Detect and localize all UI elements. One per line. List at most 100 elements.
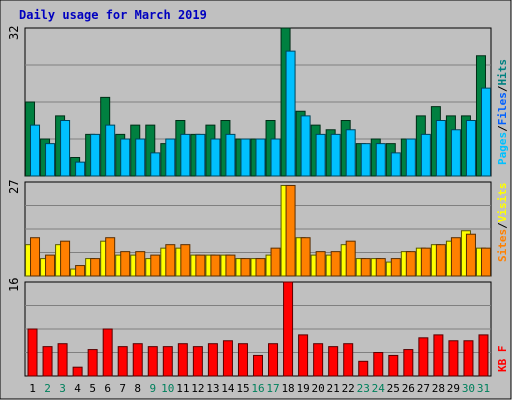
bot-bar-kb-f-5 [87, 349, 98, 377]
mid-bar-sites-14 [225, 254, 236, 277]
top-bar-files-26 [405, 138, 416, 177]
x-label-10: 10 [161, 382, 174, 395]
top-bar-files-18 [285, 50, 296, 177]
bot-bar-kb-f-27 [418, 337, 429, 377]
x-label-14: 14 [221, 382, 235, 395]
mid-bar-sites-25 [390, 258, 401, 277]
mid-bar-sites-12 [195, 254, 206, 277]
bot-bar-kb-f-16 [253, 354, 263, 377]
x-label-7: 7 [119, 382, 126, 395]
top-bar-files-4 [75, 161, 86, 177]
top-bar-files-2 [45, 143, 56, 177]
top-bar-files-14 [225, 133, 236, 177]
mid-bar-sites-15 [240, 258, 251, 277]
mid-bar-sites-22 [345, 240, 356, 277]
bot-max-label: 16 [7, 278, 21, 292]
top-bar-files-21 [330, 133, 341, 177]
top-bar-files-15 [240, 138, 251, 177]
top-bar-files-5 [90, 133, 101, 177]
x-label-18: 18 [281, 382, 294, 395]
bot-bar-kb-f-14 [222, 340, 233, 377]
mid-bar-sites-26 [405, 251, 416, 277]
top-bar-files-3 [60, 120, 71, 177]
mid-bar-sites-13 [210, 254, 221, 277]
top-bar-files-31 [480, 87, 491, 177]
bot-bar-kb-f-31 [478, 334, 489, 377]
bot-bar-kb-f-9 [147, 346, 158, 377]
mid-bar-sites-27 [420, 247, 431, 277]
bot-bar-kb-f-21 [328, 346, 339, 377]
bot-bar-kb-f-3 [57, 343, 68, 377]
legend-sep-1: / [496, 125, 509, 132]
x-label-15: 15 [236, 382, 249, 395]
x-label-12: 12 [191, 382, 204, 395]
x-label-2: 2 [44, 382, 51, 395]
mid-max-label: 27 [7, 180, 21, 194]
bot-bar-kb-f-19 [298, 334, 309, 377]
mid-bar-sites-30 [465, 233, 476, 277]
bot-bar-kb-f-10 [162, 346, 173, 377]
mid-bar-sites-11 [180, 244, 191, 277]
top-bar-files-19 [300, 115, 311, 177]
x-label-16: 16 [251, 382, 264, 395]
top-max-label: 32 [7, 26, 21, 40]
mid-bar-sites-10 [165, 244, 176, 277]
legend-pages: Pages [496, 132, 509, 165]
mid-bar-sites-1 [30, 237, 41, 277]
mid-bar-sites-17 [270, 247, 281, 277]
mid-bar-sites-2 [45, 254, 56, 277]
bot-bar-kb-f-4 [72, 366, 83, 377]
mid-bar-sites-19 [300, 237, 311, 277]
top-bar-files-8 [135, 138, 146, 177]
legend-visits: Visits [496, 183, 509, 223]
top-bar-files-24 [375, 143, 386, 177]
mid-bar-sites-8 [135, 251, 146, 277]
mid-bar-sites-31 [480, 247, 491, 277]
mid-bar-sites-3 [60, 240, 71, 277]
x-label-8: 8 [134, 382, 141, 395]
x-label-9: 9 [149, 382, 156, 395]
bot-bar-kb-f-1 [27, 328, 38, 377]
top-bar-files-17 [270, 138, 281, 177]
mid-bar-sites-5 [90, 258, 101, 277]
x-label-24: 24 [372, 382, 386, 395]
mid-bar-sites-23 [360, 258, 371, 277]
top-bar-files-13 [210, 138, 221, 177]
x-label-13: 13 [206, 382, 219, 395]
bot-bar-kb-f-26 [403, 349, 414, 377]
top-bar-files-12 [195, 133, 206, 177]
mid-bar-sites-6 [105, 237, 116, 277]
x-label-17: 17 [266, 382, 279, 395]
bot-bar-kb-f-24 [373, 352, 384, 377]
top-bar-files-20 [315, 133, 326, 177]
mid-bar-sites-4 [75, 265, 86, 277]
bot-bar-kb-f-18 [283, 281, 294, 377]
mid-bar-sites-20 [315, 251, 326, 277]
top-bar-files-29 [450, 129, 461, 177]
mid-bar-sites-21 [330, 251, 341, 277]
mid-bar-sites-16 [255, 258, 266, 277]
mid-bar-sites-24 [375, 258, 386, 277]
top-bar-files-16 [255, 138, 266, 177]
bot-bar-kb-f-29 [448, 340, 459, 377]
top-bar-files-1 [30, 124, 41, 177]
bot-bar-kb-f-2 [42, 346, 53, 377]
x-axis-labels: 1 2 3 4 5 6 7 8 9 10 11 12 13 14 15 16 17 18 19 20 21 22 23 24 2… [29, 382, 490, 395]
x-label-25: 25 [387, 382, 400, 395]
mid-bar-sites-18 [285, 184, 296, 277]
legend-sep-3: / [496, 222, 509, 229]
x-label-31: 31 [477, 382, 490, 395]
top-bar-files-23 [360, 143, 371, 177]
x-label-30: 30 [462, 382, 475, 395]
x-label-5: 5 [89, 382, 96, 395]
x-label-21: 21 [327, 382, 340, 395]
bot-bar-kb-f-23 [358, 360, 369, 377]
bot-bar-kb-f-25 [388, 354, 399, 377]
bot-bar-kb-f-17 [268, 343, 279, 377]
bot-bar-kb-f-11 [177, 343, 188, 377]
bot-bar-kb-f-8 [132, 343, 143, 377]
x-label-27: 27 [417, 382, 430, 395]
mid-bar-sites-28 [435, 244, 446, 277]
bot-legend: KB F [496, 346, 509, 373]
